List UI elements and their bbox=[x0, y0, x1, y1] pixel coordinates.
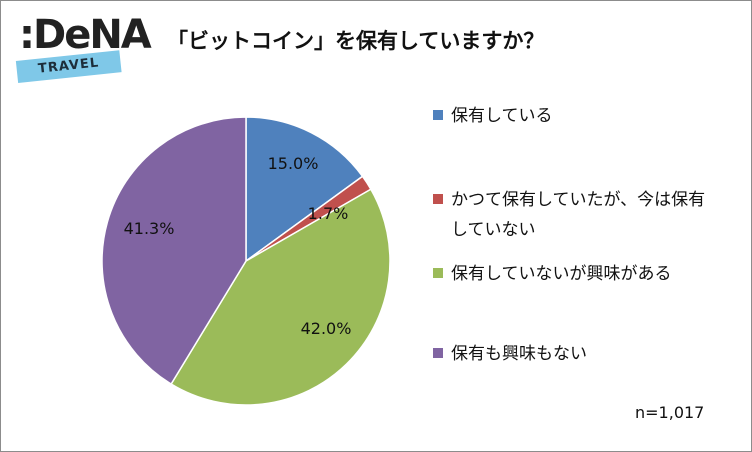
legend-label-3: 保有も興味もない bbox=[451, 344, 587, 364]
logo-main-text: :DeNA bbox=[19, 12, 152, 58]
legend-swatch-3 bbox=[433, 348, 443, 358]
pie-slice-2 bbox=[170, 188, 391, 406]
legend-item-3: 保有も興味もない bbox=[433, 339, 721, 369]
chart-title: 「ビットコイン」を保有していますか？ bbox=[167, 29, 545, 53]
dena-travel-logo: :DeNA TRAVEL bbox=[15, 11, 152, 91]
slice-value-label-3: 41.3% bbox=[124, 219, 175, 238]
legend-swatch-2 bbox=[433, 268, 443, 278]
pie-slice-3 bbox=[101, 116, 247, 386]
pie-slice-0 bbox=[245, 116, 364, 263]
legend-swatch-0 bbox=[433, 110, 443, 120]
slice-value-label-1: 1.7% bbox=[308, 204, 349, 223]
slice-value-label-0: 15.0% bbox=[268, 154, 319, 173]
slice-value-label-2: 42.0% bbox=[301, 319, 352, 338]
sample-size-note: n=1,017 bbox=[635, 403, 705, 422]
legend-item-0: 保有している bbox=[433, 101, 721, 131]
legend-label-0: 保有している bbox=[451, 106, 553, 126]
legend-label-2: 保有していないが興味がある bbox=[451, 264, 672, 284]
legend-label-1: かつて保有していたが、今は保有していない bbox=[451, 190, 706, 240]
legend-swatch-1 bbox=[433, 194, 443, 204]
legend-item-2: 保有していないが興味がある bbox=[433, 259, 721, 289]
legend-item-1: かつて保有していたが、今は保有していない bbox=[433, 185, 721, 245]
